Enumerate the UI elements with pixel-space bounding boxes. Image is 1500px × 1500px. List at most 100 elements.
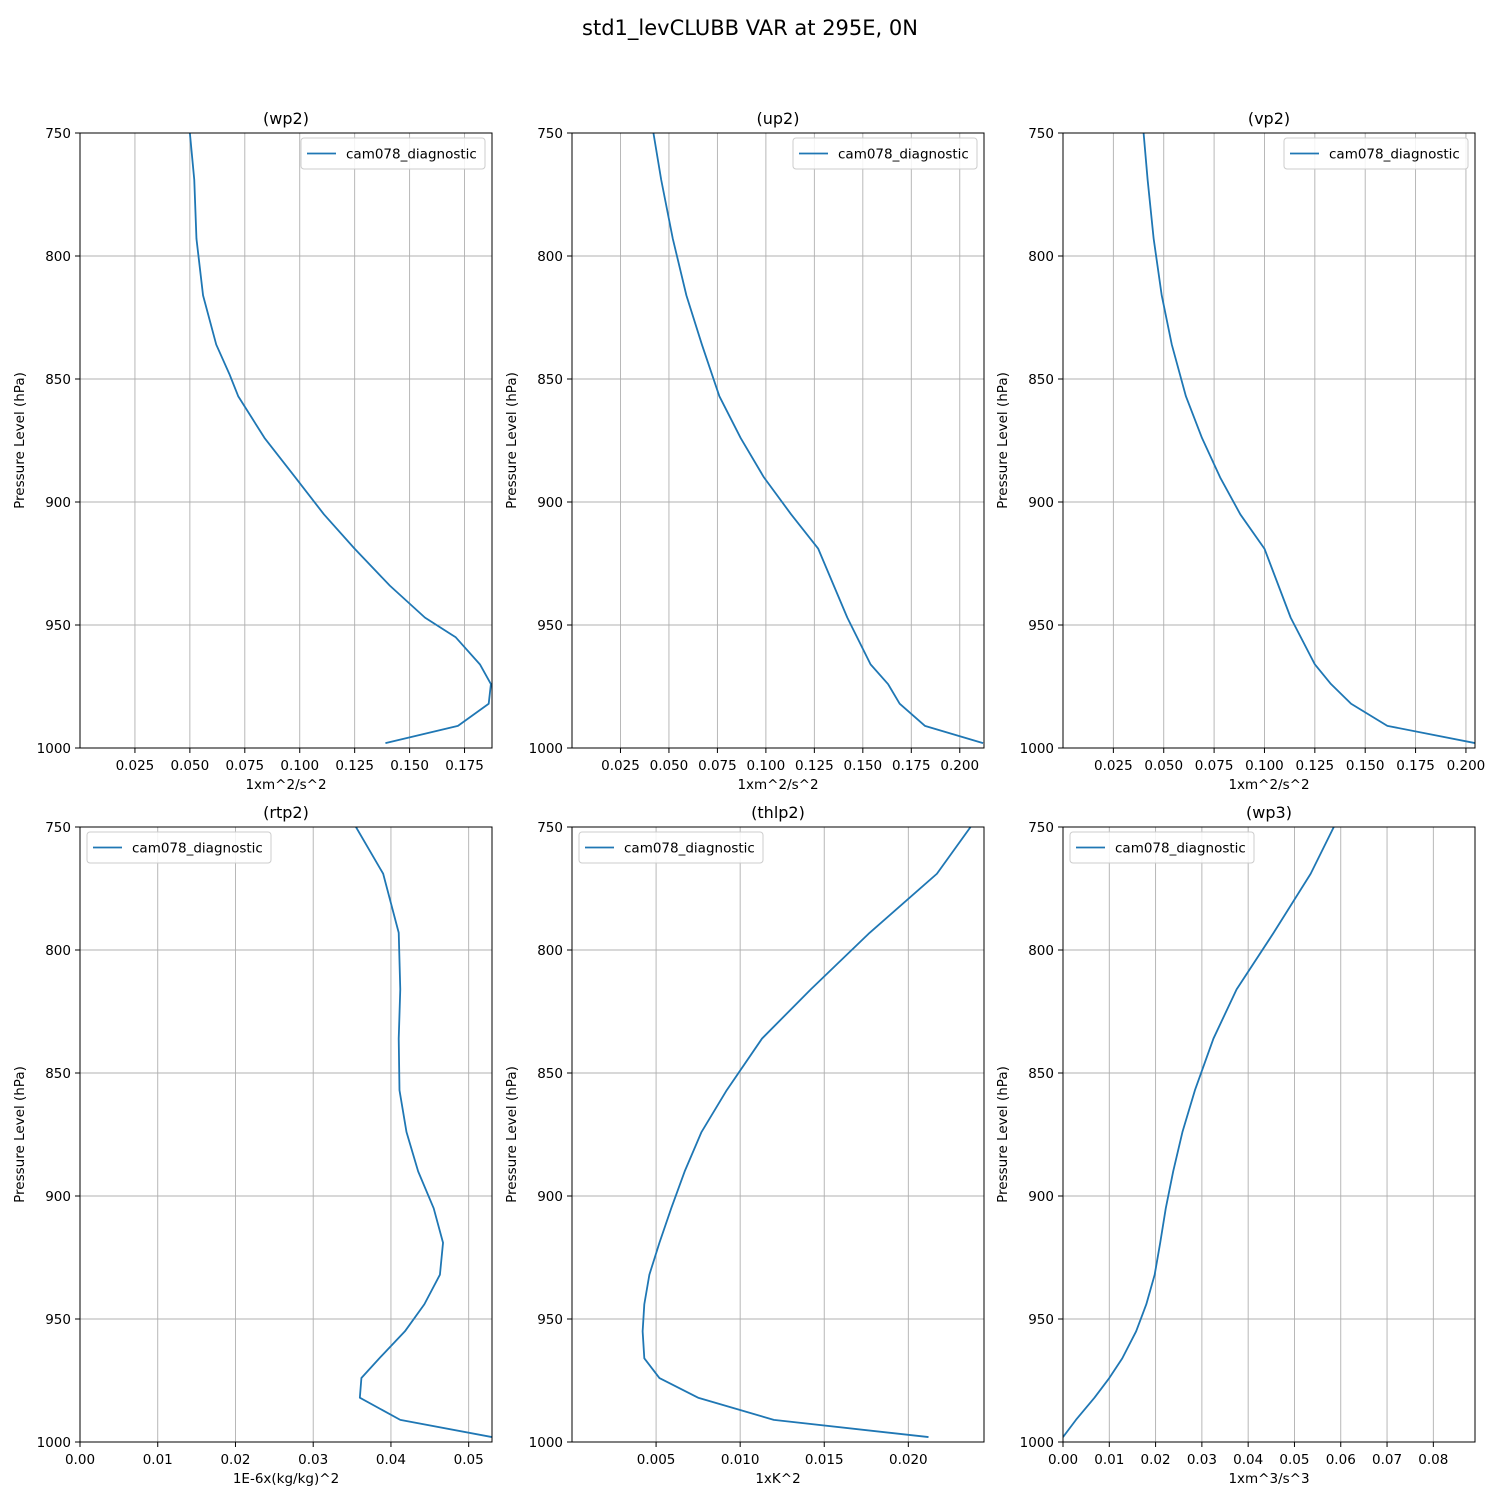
y-tick-label: 850 (45, 372, 71, 388)
legend-box (300, 137, 486, 170)
subplot-2: 0.025 0.050 0.075 0.100 0.125 0.150 0.175 0.200… (504, 109, 985, 793)
figure-title: std1_levCLUBB VAR at 295E, 0N (582, 16, 918, 40)
x-tick-label: 0.02 (1141, 1452, 1171, 1468)
legend-box (86, 831, 272, 864)
legend: cam078_diagnostic (1283, 137, 1469, 170)
x-tick-label: 0.00 (1048, 1452, 1078, 1468)
x-tick-label: 0.050 (1144, 758, 1183, 774)
x-tick-label: 0.150 (1346, 758, 1385, 774)
subplot-title: (thlp2) (751, 803, 805, 822)
series-line-1 (1142, 133, 1475, 744)
subplot-title: (rtp2) (263, 803, 309, 822)
x-tick-label: 0.005 (637, 1452, 676, 1468)
y-tick-label: 950 (45, 618, 71, 634)
x-tick-label: 0.00 (65, 1452, 95, 1468)
y-tick-label: 1000 (37, 1435, 71, 1451)
y-axis-label: Pressure Level (hPa) (12, 1066, 28, 1203)
x-tick-label: 0.01 (1094, 1452, 1124, 1468)
x-tick-label: 0.125 (1296, 758, 1335, 774)
legend-label: cam078_diagnostic (1329, 147, 1460, 163)
x-tick-label: 0.075 (1195, 758, 1234, 774)
y-axis-label: Pressure Level (hPa) (504, 1066, 520, 1203)
x-axis-label: 1xm^2/s^2 (245, 777, 326, 793)
y-tick-label: 750 (45, 820, 71, 836)
y-tick-label: 850 (537, 1066, 563, 1082)
legend-box (578, 831, 764, 864)
x-tick-label: 0.175 (445, 758, 484, 774)
legend-label: cam078_diagnostic (624, 841, 755, 857)
y-tick-label: 1000 (1020, 1435, 1054, 1451)
x-tick-label: 0.050 (650, 758, 689, 774)
subplot-title: (wp2) (263, 109, 309, 128)
x-tick-label: 0.025 (1094, 758, 1133, 774)
legend: cam078_diagnostic (300, 137, 486, 170)
x-tick-label: 0.175 (892, 758, 931, 774)
series-line-1 (355, 827, 492, 1438)
y-tick-label: 950 (537, 1312, 563, 1328)
y-tick-label: 900 (1028, 1189, 1054, 1205)
x-tick-label: 0.100 (747, 758, 786, 774)
x-tick-label: 0.05 (454, 1452, 484, 1468)
legend: cam078_diagnostic (792, 137, 978, 170)
axes-frame (571, 826, 985, 1443)
y-tick-label: 950 (45, 1312, 71, 1328)
x-tick-label: 0.075 (698, 758, 737, 774)
legend-box (1283, 137, 1469, 170)
legend-label: cam078_diagnostic (132, 841, 263, 857)
legend-box (1069, 831, 1255, 864)
y-axis-label: Pressure Level (hPa) (995, 1066, 1011, 1203)
x-axis-label: 1xK^2 (755, 1471, 800, 1487)
legend: cam078_diagnostic (578, 831, 764, 864)
subplot-title: (vp2) (1248, 109, 1290, 128)
legend: cam078_diagnostic (86, 831, 272, 864)
y-tick-label: 850 (45, 1066, 71, 1082)
legend-box (792, 137, 978, 170)
x-tick-label: 0.020 (889, 1452, 928, 1468)
x-tick-label: 0.04 (1233, 1452, 1263, 1468)
x-axis-label: 1E-6x(kg/kg)^2 (233, 1471, 339, 1487)
subplot-4: 0.00 0.01 0.02 0.03 0.04 0.05 750 800 850 900 950 1… (12, 803, 493, 1487)
x-tick-label: 0.04 (376, 1452, 406, 1468)
y-tick-label: 800 (45, 943, 71, 959)
y-tick-label: 750 (45, 126, 71, 142)
y-tick-label: 950 (1028, 1312, 1054, 1328)
x-tick-label: 0.150 (843, 758, 882, 774)
y-tick-label: 1000 (37, 741, 71, 757)
axes-frame (1062, 132, 1476, 749)
y-axis-label: Pressure Level (hPa) (995, 372, 1011, 509)
y-tick-label: 750 (1028, 820, 1054, 836)
y-tick-label: 900 (45, 1189, 71, 1205)
x-tick-label: 0.010 (721, 1452, 760, 1468)
x-tick-label: 0.100 (1245, 758, 1284, 774)
y-tick-label: 800 (537, 943, 563, 959)
y-tick-label: 750 (537, 820, 563, 836)
subplot-title: (wp3) (1246, 803, 1292, 822)
y-tick-label: 1000 (1020, 741, 1054, 757)
x-tick-label: 0.03 (1187, 1452, 1217, 1468)
x-tick-label: 0.01 (143, 1452, 173, 1468)
x-tick-label: 0.03 (298, 1452, 328, 1468)
series-line-1 (188, 133, 492, 744)
x-axis-label: 1xm^2/s^2 (737, 777, 818, 793)
x-axis-label: 1xm^3/s^3 (1228, 1471, 1309, 1487)
x-tick-label: 0.05 (1279, 1452, 1309, 1468)
y-tick-label: 1000 (529, 1435, 563, 1451)
y-tick-label: 800 (1028, 249, 1054, 265)
y-tick-label: 800 (1028, 943, 1054, 959)
x-tick-label: 0.125 (335, 758, 374, 774)
x-axis-label: 1xm^2/s^2 (1228, 777, 1309, 793)
x-tick-label: 0.02 (220, 1452, 250, 1468)
y-tick-label: 950 (1028, 618, 1054, 634)
series-line-1 (641, 827, 972, 1438)
y-tick-label: 750 (537, 126, 563, 142)
y-tick-label: 850 (1028, 1066, 1054, 1082)
y-tick-label: 900 (537, 1189, 563, 1205)
x-tick-label: 0.175 (1396, 758, 1435, 774)
y-tick-label: 800 (45, 249, 71, 265)
x-tick-label: 0.125 (795, 758, 834, 774)
legend-label: cam078_diagnostic (346, 147, 477, 163)
x-tick-label: 0.150 (390, 758, 429, 774)
y-tick-label: 800 (537, 249, 563, 265)
x-tick-label: 0.025 (601, 758, 640, 774)
